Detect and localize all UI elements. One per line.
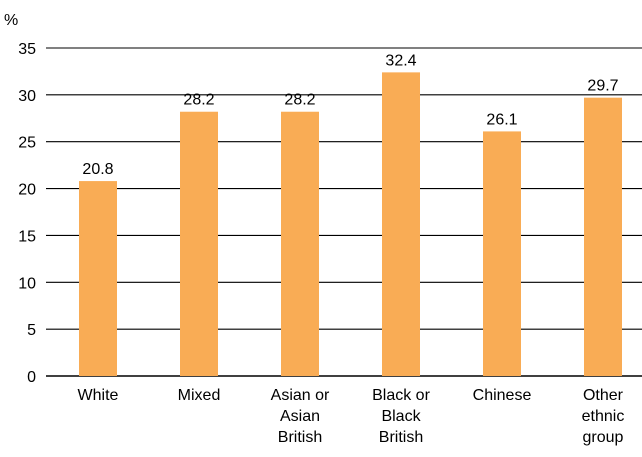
category-label-line: ethnic [582,408,625,425]
y-axis-unit-label: % [4,12,18,29]
bar [79,181,117,376]
y-tick-label: 25 [18,135,36,152]
category-label: Other ethnic group [582,387,625,446]
category-label-line: White [78,387,119,404]
bar [382,72,420,376]
bar-value-label: 29.7 [587,78,618,95]
category-label-line: Black [381,408,421,425]
category-label-line: British [278,429,322,446]
category-label-line: Black or [372,387,430,404]
y-tick-label: 30 [18,88,36,105]
bar-value-label: 26.1 [486,111,517,128]
y-tick-label: 10 [18,275,36,292]
gridlines [46,47,642,377]
bars [79,72,622,377]
category-label: Chinese [473,387,532,404]
bar-value-label: 28.2 [284,92,315,109]
bar-value-labels: 20.8 28.2 28.2 32.4 26.1 29.7 [82,52,618,178]
bar [584,97,622,376]
bar-value-label: 28.2 [183,92,214,109]
category-label-line: Asian [280,408,320,425]
category-label-line: British [379,429,423,446]
category-label-line: group [583,429,624,446]
category-label-line: Asian or [271,387,330,404]
bar [483,131,521,376]
bar-value-label: 32.4 [385,52,416,69]
y-axis-tick-labels: 0 5 10 15 20 25 30 35 [18,41,36,386]
bar [281,111,319,377]
y-tick-label: 0 [27,369,36,386]
y-tick-label: 15 [18,228,36,245]
category-label-line: Other [583,387,624,404]
y-tick-label: 5 [27,322,36,339]
category-label: Black or Black British [372,387,430,446]
bar-value-label: 20.8 [82,161,113,178]
category-label: White [78,387,119,404]
category-label-line: Chinese [473,387,532,404]
category-label: Asian or Asian British [271,387,330,446]
y-tick-label: 20 [18,182,36,199]
bar [180,111,218,377]
category-label-line: Mixed [178,387,221,404]
category-label: Mixed [178,387,221,404]
y-tick-label: 35 [18,41,36,58]
